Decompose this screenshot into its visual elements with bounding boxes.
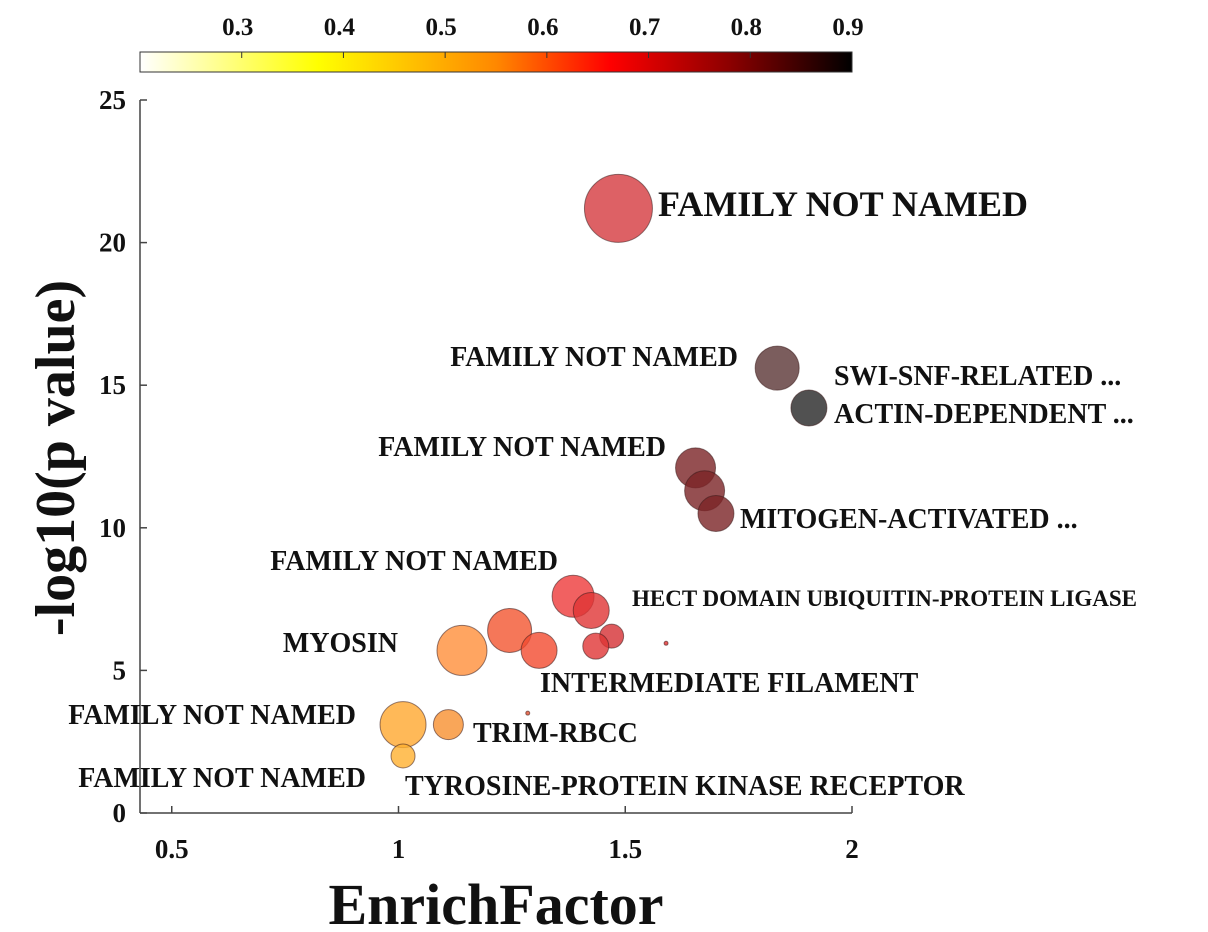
x-tick-label: 1 (392, 834, 406, 864)
y-tick-label: 20 (99, 228, 126, 258)
data-point (583, 173, 653, 243)
x-tick-label: 2 (845, 834, 859, 864)
colorbar-gradient (139, 51, 853, 73)
point-label: MITOGEN-ACTIVATED ... (740, 504, 1078, 535)
data-point (663, 640, 669, 646)
data-point (582, 632, 610, 660)
point-label: INTERMEDIATE FILAMENT (540, 668, 919, 699)
x-tick-label: 1.5 (608, 834, 642, 864)
y-tick-label: 0 (113, 798, 127, 828)
colorbar-tick-label: 0.7 (629, 14, 660, 41)
data-point (754, 345, 800, 391)
point-label: FAMILY NOT NAMED (78, 763, 366, 794)
colorbar-tick-label: 0.3 (222, 14, 253, 41)
data-point (487, 607, 533, 653)
y-tick-label: 10 (99, 513, 126, 543)
axes: 0.5 1 1.5 2 0 5 10 15 20 25 (99, 85, 859, 864)
point-label: FAMILY NOT NAMED (378, 432, 666, 463)
point-label: FAMILY NOT NAMED (658, 184, 1028, 224)
colorbar-tick-label: 0.6 (527, 14, 558, 41)
point-label: TYROSINE-PROTEIN KINASE RECEPTOR (405, 771, 965, 802)
data-points (379, 173, 828, 769)
point-label: MYOSIN (283, 628, 398, 659)
colorbar-tick-label: 0.8 (731, 14, 762, 41)
y-tick-label: 25 (99, 85, 126, 115)
colorbar-ticks: 0.3 0.4 0.5 0.6 0.7 0.8 0.9 (222, 14, 864, 58)
data-point (697, 495, 735, 533)
colorbar-tick-label: 0.9 (832, 14, 863, 41)
colorbar-tick-label: 0.5 (426, 14, 457, 41)
data-point (520, 631, 558, 669)
data-point (525, 710, 531, 716)
y-tick-label: 15 (99, 370, 126, 400)
point-label: HECT DOMAIN UBIQUITIN-PROTEIN LIGASE (632, 586, 1137, 611)
point-label: FAMILY NOT NAMED (68, 700, 356, 731)
point-label: TRIM-RBCC (473, 718, 638, 749)
colorbar: 0.3 0.4 0.5 0.6 0.7 0.8 0.9 (139, 14, 864, 73)
data-point (436, 624, 488, 676)
y-axis-ticks: 0 5 10 15 20 25 (99, 85, 147, 828)
colorbar-tick-label: 0.4 (324, 14, 356, 41)
x-axis-ticks: 0.5 1 1.5 2 (155, 806, 859, 864)
point-label: FAMILY NOT NAMED (270, 546, 558, 577)
point-labels: FAMILY NOT NAMED FAMILY NOT NAMED SWI-SNF-… (68, 184, 1137, 802)
data-point (790, 389, 828, 427)
data-point (390, 743, 416, 769)
point-label: FAMILY NOT NAMED (450, 342, 738, 373)
point-label: SWI-SNF-RELATED ... (834, 361, 1121, 392)
y-axis-title: -log10(p value) (25, 280, 87, 636)
y-tick-label: 5 (113, 655, 127, 685)
point-label: ACTIN-DEPENDENT ... (834, 399, 1134, 430)
data-point (572, 592, 610, 630)
x-tick-label: 0.5 (155, 834, 189, 864)
data-point (432, 709, 464, 741)
x-axis-title: EnrichFactor (328, 872, 663, 932)
data-point (379, 701, 427, 749)
